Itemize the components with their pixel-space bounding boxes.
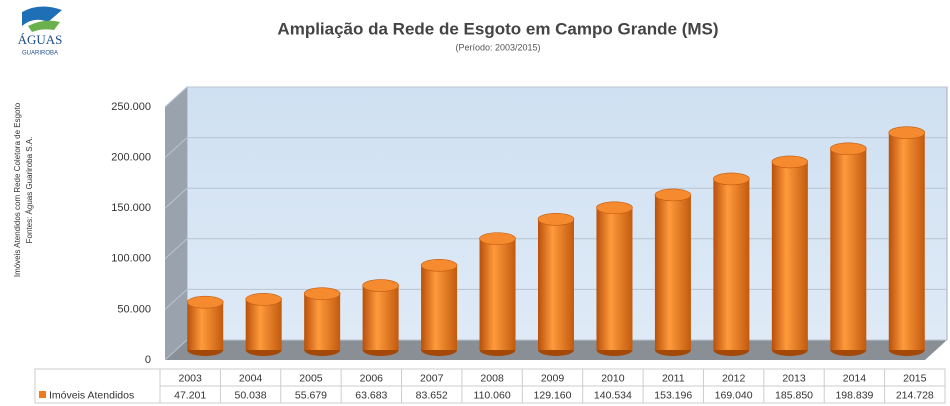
- grid-line: [164, 187, 188, 209]
- bar-top: [888, 126, 926, 139]
- data-label: 153.196: [654, 389, 692, 401]
- bar-top: [186, 295, 224, 309]
- data-label: 169.040: [715, 389, 753, 401]
- x-tick-label: 2004: [239, 372, 263, 384]
- bar-top: [713, 172, 750, 186]
- data-label: 198.839: [835, 389, 873, 401]
- bar: [187, 302, 224, 350]
- bar-top: [537, 212, 575, 226]
- bar: [888, 132, 925, 350]
- grid-line: [164, 238, 188, 260]
- bar-top: [420, 259, 458, 272]
- logo-name: ÁGUAS: [18, 32, 63, 47]
- side-wall: [165, 87, 187, 360]
- data-label: 185.850: [775, 389, 813, 401]
- bar: [538, 219, 574, 350]
- x-tick-label: 2006: [360, 372, 384, 384]
- logo: ÁGUAS GUARIROBA: [18, 6, 63, 57]
- y-axis-title: Imóveis Atendidos com Rede Coletora de E…: [13, 102, 22, 277]
- x-tick-label: 2013: [782, 372, 806, 384]
- data-label: 129.160: [534, 389, 572, 401]
- x-tick-label: 2009: [541, 372, 565, 384]
- x-tick-label: 2015: [903, 372, 927, 384]
- data-label: 140.534: [594, 389, 632, 401]
- grid-line: [164, 289, 188, 310]
- bar: [304, 293, 341, 350]
- logo-shape: [28, 20, 60, 32]
- data-label: 47.201: [174, 389, 206, 401]
- bar: [596, 207, 633, 350]
- bar: [421, 265, 458, 350]
- x-tick-label: 2014: [843, 372, 867, 384]
- grid-line: [164, 86, 188, 108]
- data-label: 63.683: [355, 389, 387, 401]
- legend-swatch: [39, 391, 46, 398]
- x-tick-label: 2005: [299, 372, 323, 384]
- chart-subtitle: (Período: 2003/2015): [455, 42, 540, 52]
- data-label: 214.728: [896, 389, 934, 401]
- bar-top: [245, 293, 282, 306]
- y-tick-label: 250.000: [111, 101, 151, 113]
- bar: [771, 161, 808, 350]
- bar-top: [830, 142, 867, 156]
- data-label: 50.038: [235, 389, 267, 401]
- grid-line: [164, 137, 188, 158]
- data-label: 110.060: [474, 389, 511, 401]
- x-tick-label: 2007: [420, 372, 444, 384]
- y-axis-title: Fontes: Águas Guariroba S.A.: [25, 137, 34, 244]
- grid-line: [164, 339, 188, 361]
- bar-top: [771, 155, 809, 169]
- y-tick-label: 150.000: [111, 202, 151, 214]
- bar-top: [596, 201, 633, 215]
- x-tick-label: 2011: [662, 372, 685, 384]
- data-label: 83.652: [416, 389, 448, 401]
- data-label: 55.679: [295, 389, 327, 401]
- bar: [479, 238, 516, 350]
- bar-top: [654, 188, 692, 202]
- y-tick-label: 100.000: [111, 253, 151, 265]
- y-tick-label: 50.000: [117, 303, 151, 315]
- bar: [654, 194, 691, 350]
- y-tick-label: 200.000: [111, 152, 151, 164]
- logo-shape: [22, 6, 62, 26]
- bar-top: [303, 287, 341, 300]
- logo-subname: GUARIROBA: [22, 51, 58, 57]
- y-tick-label: 0: [145, 354, 151, 366]
- x-tick-label: 2012: [722, 372, 746, 384]
- x-tick-label: 2008: [480, 372, 504, 384]
- bar: [362, 285, 399, 350]
- bar: [713, 178, 750, 350]
- chart-title: Ampliação da Rede de Esgoto em Campo Gra…: [277, 19, 718, 38]
- x-tick-label: 2003: [179, 372, 203, 384]
- bar: [830, 148, 867, 350]
- bar-top: [479, 232, 516, 245]
- bar-top: [362, 279, 399, 292]
- legend-label: Imóveis Atendidos: [49, 389, 134, 401]
- bar: [245, 299, 282, 350]
- x-tick-label: 2010: [601, 372, 625, 384]
